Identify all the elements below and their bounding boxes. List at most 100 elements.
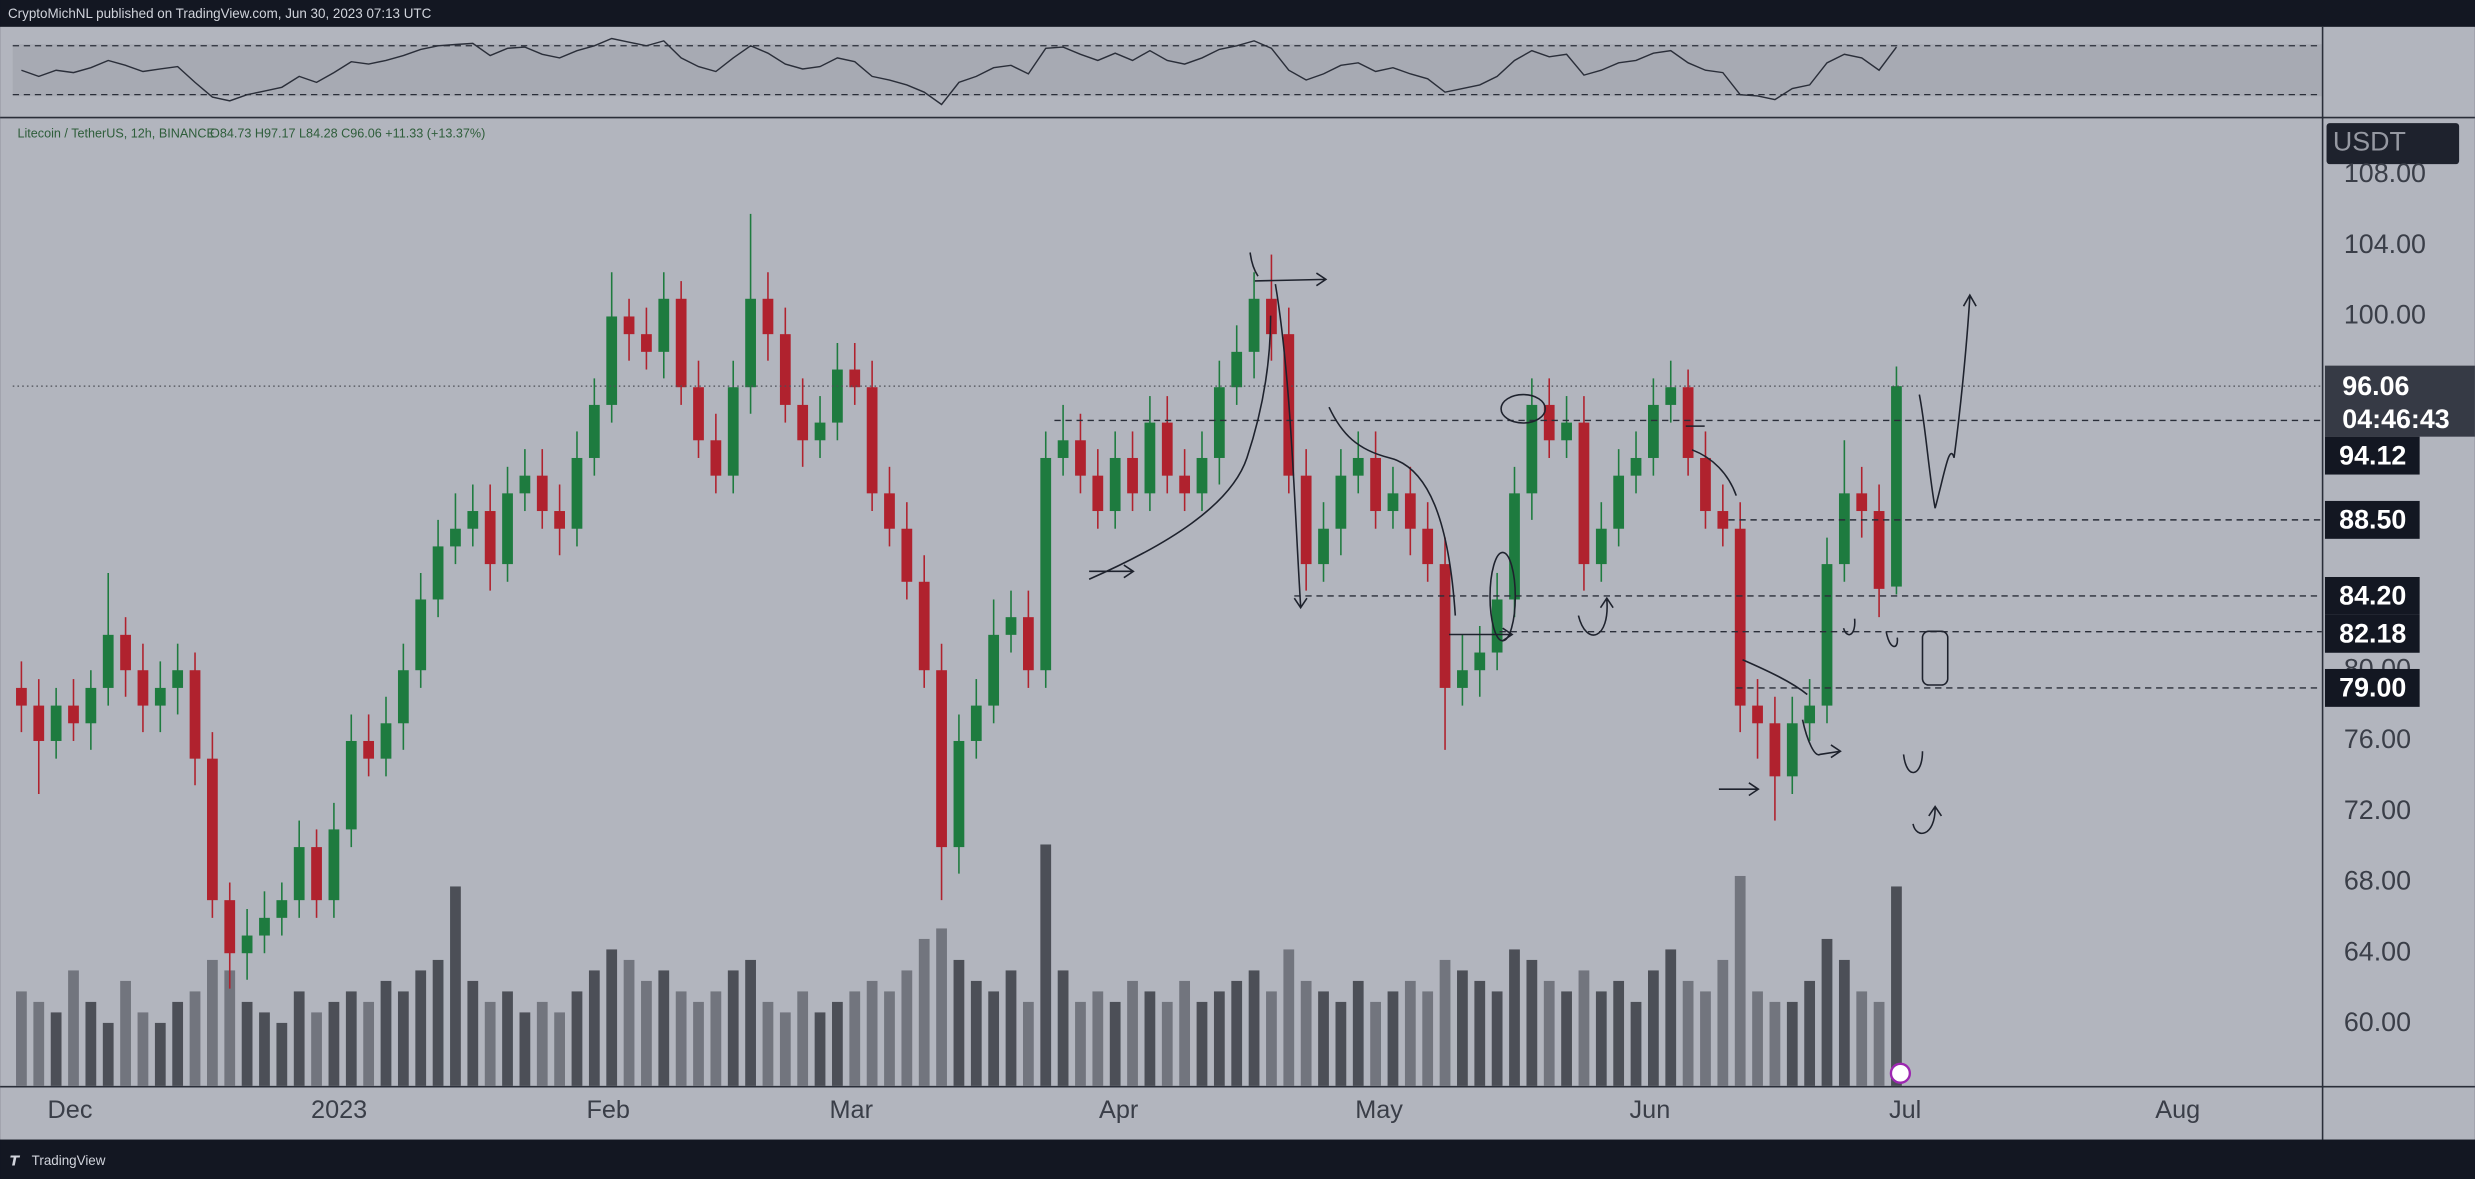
logo: 𝙏 [10, 1153, 21, 1169]
candle-body [727, 387, 739, 476]
candle-body [1717, 511, 1729, 529]
candle-body [641, 334, 652, 352]
volume-bar [1682, 980, 1694, 1086]
volume-bar [1005, 970, 1017, 1086]
volume-bar [849, 991, 861, 1086]
drawing [1902, 751, 1924, 774]
candle-body [901, 528, 913, 582]
volume-bar [1561, 991, 1572, 1086]
volume-bar [1179, 980, 1191, 1086]
volume-bar [293, 991, 305, 1086]
candle-body [1734, 528, 1746, 706]
volume-bar [1248, 970, 1260, 1086]
candle-body [467, 511, 479, 529]
volume-bar [397, 991, 409, 1086]
level-box [2324, 576, 2420, 615]
volume-bar [1509, 949, 1520, 1086]
x-tick-label: Jul [1889, 1096, 1921, 1124]
rsi-line [21, 37, 1898, 106]
volume-bar [1873, 1001, 1885, 1086]
level-box [2324, 668, 2420, 707]
volume-bar [1838, 959, 1850, 1086]
volume-bar [1439, 959, 1451, 1086]
candle-body [1404, 493, 1416, 529]
candle-body [397, 670, 409, 724]
volume-bar [1022, 1001, 1034, 1086]
drawing [1328, 406, 1457, 616]
volume-bar [224, 970, 236, 1086]
candle-body [450, 528, 461, 547]
currency: USDT [2333, 127, 2406, 157]
y-tick-label: 108.00 [2344, 158, 2426, 188]
volume-bar [658, 970, 670, 1086]
volume-bar [137, 1012, 149, 1086]
candle-body [241, 935, 253, 954]
volume-bar [276, 1022, 288, 1086]
candle-body [536, 475, 548, 512]
candle-body [189, 670, 201, 759]
candle-body [1891, 386, 1902, 587]
candle-body [380, 723, 392, 759]
candle-body [259, 917, 270, 936]
hand-drawings [1088, 252, 1977, 1084]
volume-bar [1422, 991, 1434, 1086]
candle-body [68, 705, 79, 724]
candle-body [1752, 705, 1763, 724]
drawing [1577, 596, 1614, 636]
volume-bar [1595, 991, 1607, 1086]
level-label: 84.20 [2339, 581, 2406, 611]
candle-body [1457, 670, 1468, 688]
candle-body [1873, 511, 1885, 589]
volume-bar [1821, 938, 1833, 1086]
volume-bar [1040, 844, 1052, 1086]
drawing [1885, 631, 1899, 648]
candle-body [1144, 422, 1156, 494]
volume-bar [519, 1012, 531, 1086]
volume-bar [189, 991, 201, 1086]
symbol: Litecoin / TetherUS, 12h, BINANCE [17, 126, 214, 140]
volume-bar [606, 949, 618, 1086]
candle-body [1630, 457, 1642, 476]
candle-body [33, 705, 45, 741]
volume-bar [884, 991, 895, 1086]
drawing [1842, 618, 1856, 636]
volume-bar [1075, 1001, 1086, 1086]
volume-bar [1300, 980, 1312, 1086]
candle-body [1231, 351, 1243, 388]
volume-bar [259, 1012, 270, 1086]
drawing [1912, 805, 1943, 835]
candle-body [1387, 493, 1399, 512]
candle-body [1318, 528, 1329, 565]
candle-body [970, 705, 982, 741]
candle-body [1804, 705, 1816, 724]
candle-body [1352, 457, 1364, 476]
candle-body [814, 422, 826, 441]
candle-body [1578, 422, 1590, 565]
volume-bar [1127, 980, 1138, 1086]
volume-bar [154, 1022, 166, 1086]
volume-bar [467, 980, 479, 1086]
drawing [1718, 782, 1760, 797]
candle-body [1561, 422, 1572, 441]
candle-body [1613, 475, 1625, 529]
candle-body [710, 440, 722, 476]
candle-body [484, 511, 496, 565]
x-tick-label: Feb [586, 1096, 630, 1124]
volume-bar [1717, 959, 1729, 1086]
candle-body [1648, 404, 1659, 458]
drawing [1254, 272, 1328, 287]
countdown-label: 04:46:43 [2342, 404, 2449, 434]
candle-body [762, 298, 774, 335]
volume-bar [918, 938, 930, 1086]
candle-body [849, 369, 861, 388]
candle-body [432, 546, 444, 600]
candle-body [866, 387, 878, 494]
level-box [2324, 614, 2420, 653]
volume-bar [1891, 886, 1902, 1086]
candle-body [1213, 387, 1225, 458]
volume-bar [311, 1012, 322, 1086]
candle-body [1092, 475, 1104, 512]
volume-bar [641, 980, 652, 1086]
volume-bar [68, 970, 79, 1086]
drawing [1249, 252, 1259, 277]
